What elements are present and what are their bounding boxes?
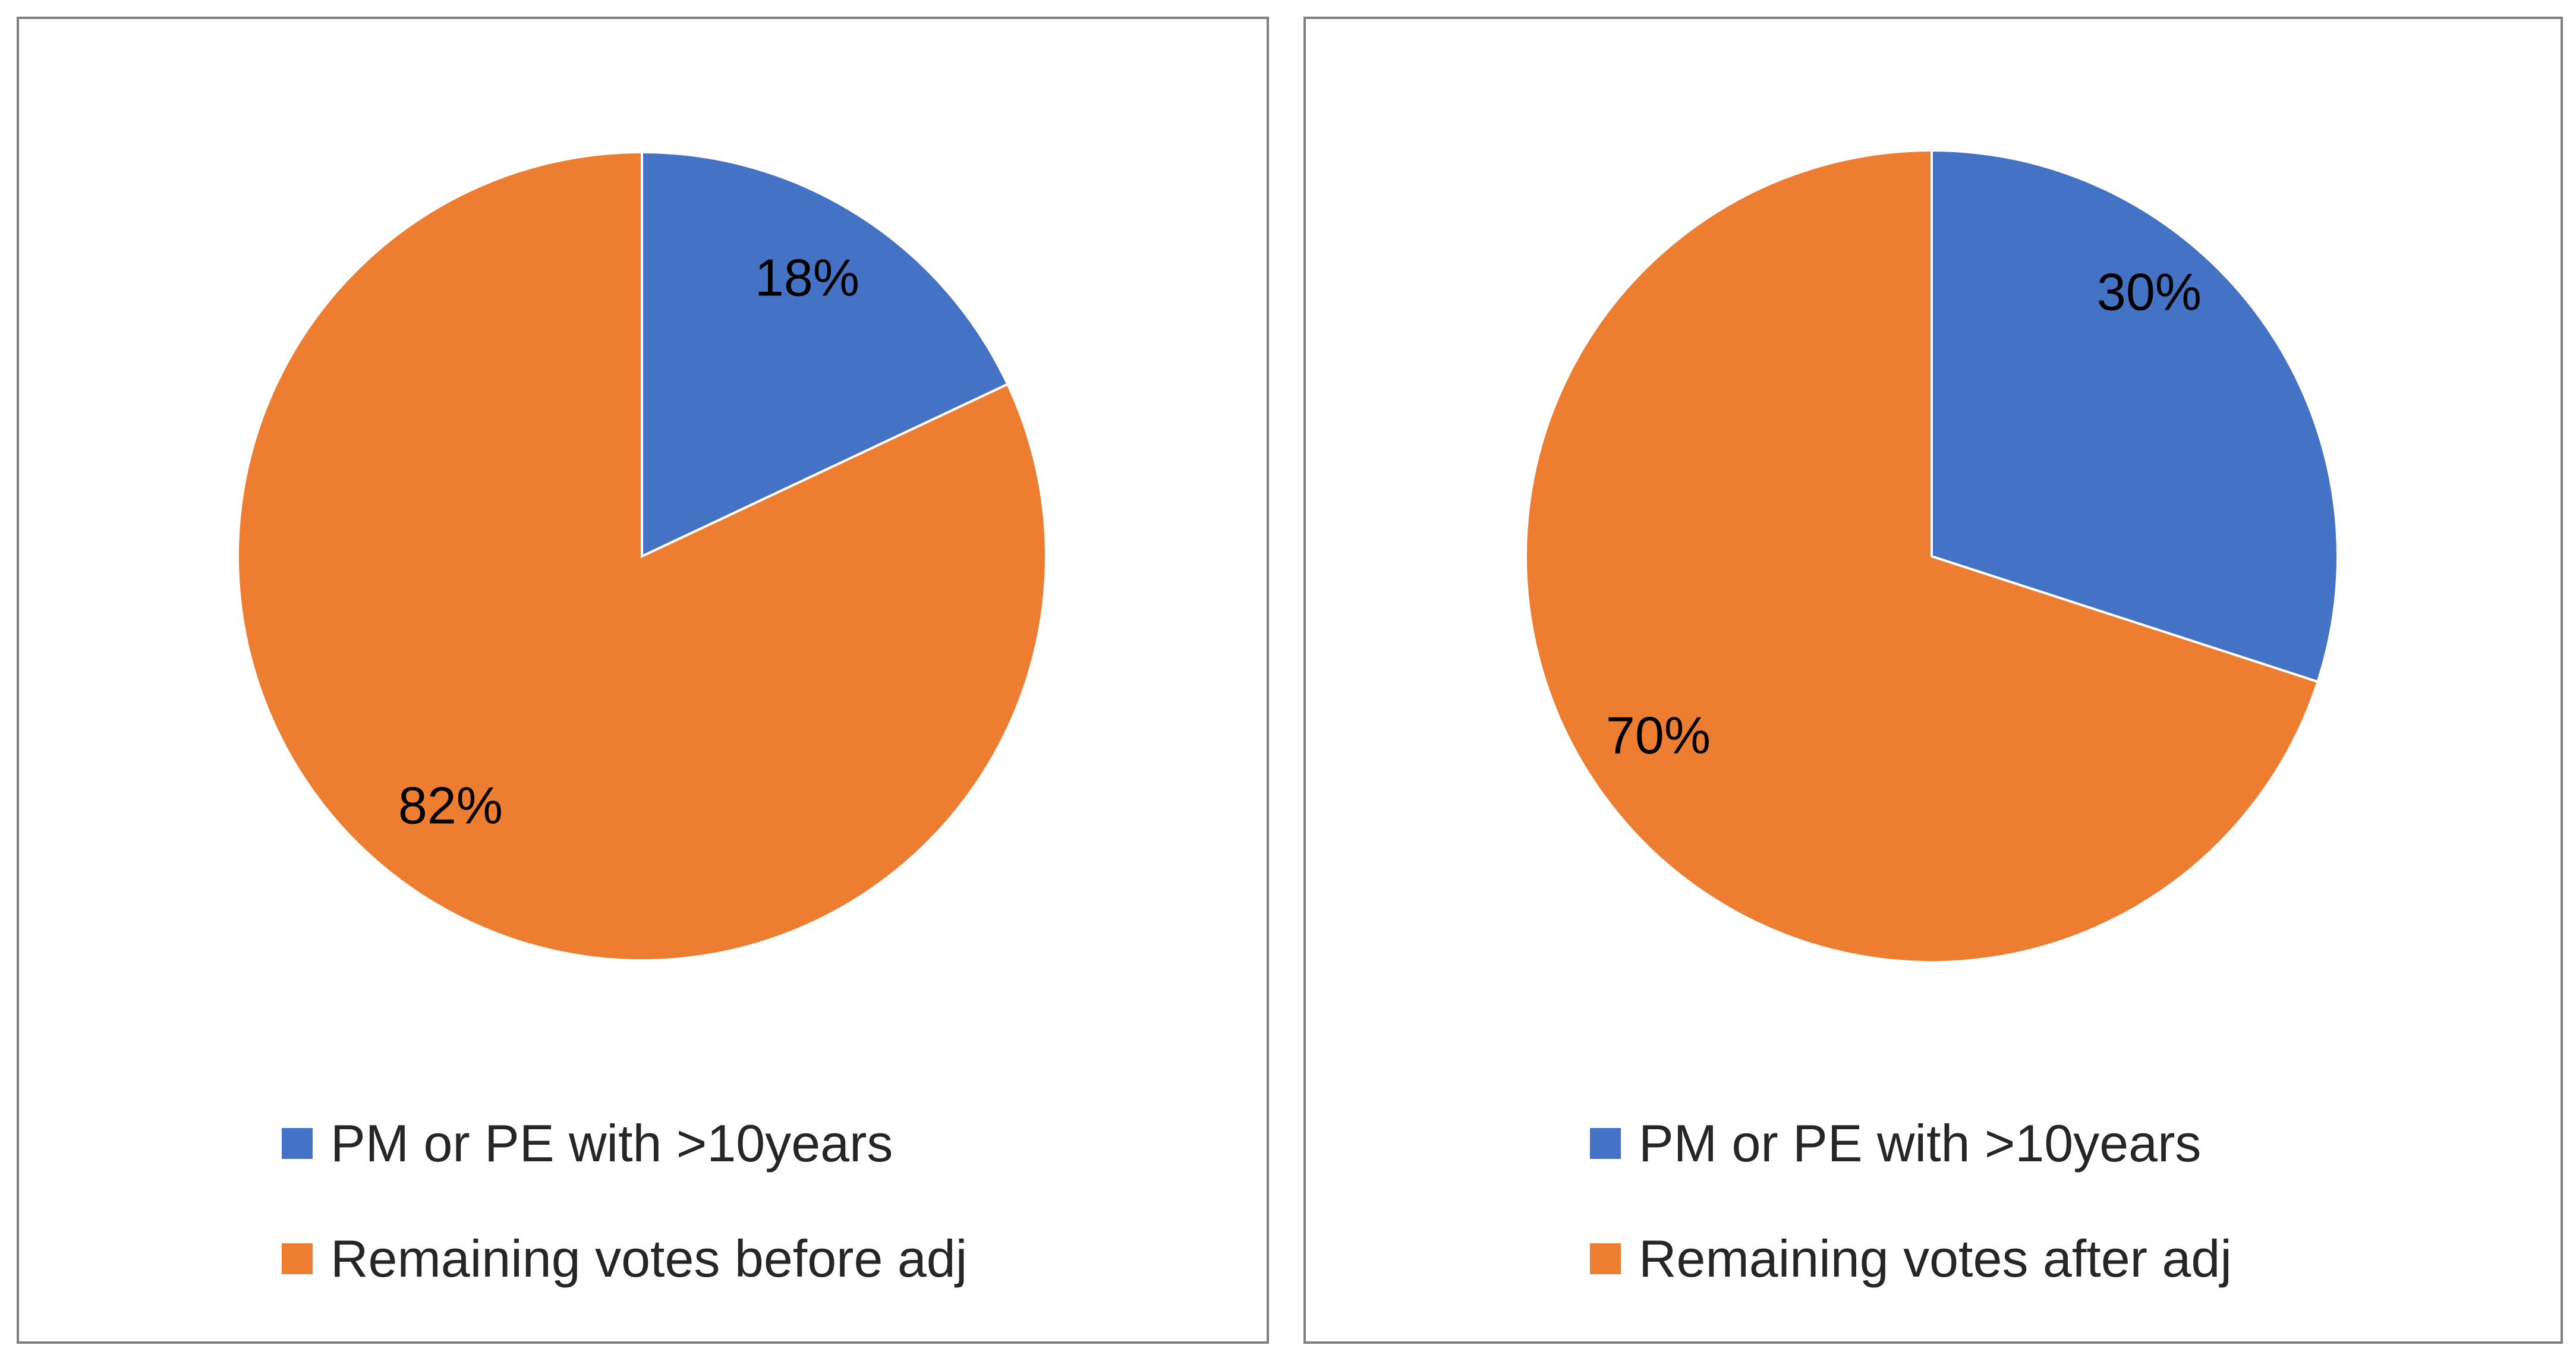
pie-chart-after-adj: 30% 70% PM or PE with >10years Remaining … <box>1303 17 2563 1344</box>
legend-label: Remaining votes before adj <box>330 1229 968 1288</box>
legend-item-remaining-before: Remaining votes before adj <box>282 1229 967 1288</box>
legend-label: PM or PE with >10years <box>330 1114 893 1173</box>
data-label-1: 70% <box>1606 705 1711 764</box>
chart-legend: PM or PE with >10years Remaining votes b… <box>19 1114 1267 1344</box>
legend-swatch <box>282 1128 313 1159</box>
legend-swatch <box>1590 1243 1621 1274</box>
data-label-1: 82% <box>398 776 503 834</box>
pie-plot-area: 30% 70% <box>1525 149 2339 963</box>
pie-plot-area: 18% 82% <box>237 150 1047 962</box>
pie-slice-1 <box>1525 149 2320 963</box>
legend-swatch <box>282 1243 313 1274</box>
chart-legend: PM or PE with >10years Remaining votes a… <box>1306 1114 2561 1344</box>
pie-slice-0 <box>641 150 1009 559</box>
pie-chart-before-adj: 18% 82% PM or PE with >10years Remaining … <box>17 17 1269 1344</box>
legend-item-pm-pe: PM or PE with >10years <box>1590 1114 2201 1173</box>
legend-label: PM or PE with >10years <box>1639 1114 2202 1173</box>
legend-swatch <box>1590 1128 1621 1159</box>
pie-slice-1 <box>237 150 1047 962</box>
legend-item-remaining-after: Remaining votes after adj <box>1590 1229 2232 1288</box>
data-label-0: 30% <box>2097 262 2202 321</box>
pie-slice-0 <box>1931 149 2339 683</box>
data-label-0: 18% <box>755 248 859 307</box>
legend-label: Remaining votes after adj <box>1639 1229 2232 1288</box>
legend-item-pm-pe: PM or PE with >10years <box>282 1114 893 1173</box>
